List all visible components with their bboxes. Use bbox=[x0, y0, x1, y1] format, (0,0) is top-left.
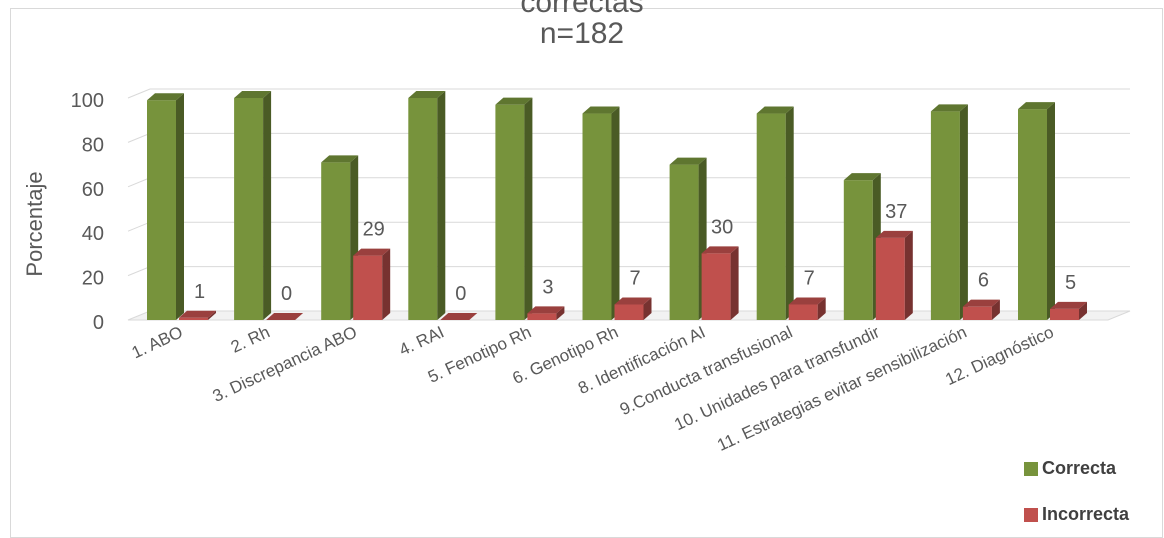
bar-correcta-front bbox=[930, 111, 960, 320]
bar-incorrecta-front bbox=[527, 313, 557, 320]
bar-correcta-top bbox=[582, 106, 620, 114]
bar-correcta-side bbox=[176, 93, 184, 320]
bar-correcta-front bbox=[669, 164, 699, 320]
x-tick-label: 1. ABO bbox=[129, 322, 186, 362]
bar-incorrecta-top bbox=[266, 313, 304, 320]
x-tick-label: 4. RAI bbox=[396, 322, 447, 359]
legend-item-correcta: Correcta bbox=[1024, 458, 1116, 479]
y-tick-label: 20 bbox=[82, 268, 104, 290]
bar-incorrecta-front bbox=[875, 237, 905, 320]
bar-correcta-top bbox=[669, 157, 707, 165]
bar-incorrecta-front bbox=[962, 306, 992, 320]
data-label-incorrecta: 5 bbox=[1065, 272, 1076, 294]
bar-correcta-top bbox=[321, 155, 359, 163]
bar-correcta-front bbox=[234, 98, 264, 320]
y-axis-label: Porcentaje bbox=[22, 171, 47, 276]
data-label-incorrecta: 30 bbox=[711, 216, 733, 238]
chart-title: correctas bbox=[520, 0, 644, 19]
bar-incorrecta-top bbox=[614, 297, 652, 305]
y-tick-label: 60 bbox=[82, 179, 104, 201]
bar-correcta-top bbox=[930, 104, 968, 112]
bar-correcta-front bbox=[495, 104, 525, 320]
data-label-incorrecta: 0 bbox=[281, 283, 292, 305]
bar-incorrecta-top bbox=[701, 246, 739, 254]
data-label-incorrecta: 7 bbox=[629, 267, 640, 289]
bar-correcta-top bbox=[756, 106, 794, 114]
bar-incorrecta-top bbox=[527, 306, 565, 314]
bar-incorrecta-side bbox=[208, 310, 216, 320]
bar-incorrecta-side bbox=[817, 297, 826, 320]
legend-item-incorrecta: Incorrecta bbox=[1024, 504, 1129, 525]
legend-label-incorrecta: Incorrecta bbox=[1042, 504, 1130, 524]
gridline bbox=[127, 221, 1130, 232]
bar-incorrecta-side bbox=[730, 246, 739, 320]
bar-correcta-side bbox=[1047, 102, 1055, 320]
bar-incorrecta-front bbox=[179, 317, 208, 320]
bar-correcta-side bbox=[263, 91, 272, 320]
data-label-incorrecta: 0 bbox=[455, 283, 466, 305]
y-tick-label: 80 bbox=[82, 134, 104, 156]
data-label-incorrecta: 29 bbox=[363, 219, 385, 241]
chart-subtitle: n=182 bbox=[539, 17, 625, 50]
bar-correcta-side bbox=[524, 97, 533, 320]
x-tick-label: 3. Discrepancia ABO bbox=[210, 322, 360, 406]
bar-correcta-front bbox=[147, 100, 176, 320]
bar-correcta-front bbox=[843, 180, 873, 320]
y-tick-label: 100 bbox=[71, 90, 104, 112]
bar-incorrecta-side bbox=[1079, 301, 1087, 320]
bar-incorrecta-top bbox=[353, 248, 391, 256]
bar-incorrecta-side bbox=[556, 306, 565, 320]
gridline bbox=[127, 132, 1130, 143]
bar-correcta-front bbox=[408, 98, 438, 320]
bar-correcta-side bbox=[959, 104, 968, 320]
bar-incorrecta-side bbox=[382, 248, 391, 320]
bar-incorrecta-front bbox=[701, 253, 731, 320]
data-label-incorrecta: 37 bbox=[885, 201, 907, 223]
y-tick-label: 40 bbox=[82, 223, 104, 245]
bar-incorrecta-front bbox=[614, 304, 644, 320]
bar-correcta-top bbox=[1018, 102, 1055, 110]
bar-correcta-top bbox=[408, 91, 446, 98]
bar-correcta-top bbox=[234, 91, 272, 98]
bar-incorrecta-top bbox=[440, 313, 478, 320]
bar-correcta-top bbox=[495, 97, 533, 105]
data-label-incorrecta: 1 bbox=[194, 281, 205, 303]
legend-swatch-correcta bbox=[1024, 461, 1038, 476]
bar-incorrecta-side bbox=[991, 299, 1000, 320]
bar-incorrecta-top bbox=[875, 230, 913, 238]
bar-correcta-front bbox=[582, 113, 612, 320]
bar-incorrecta-top bbox=[788, 297, 826, 305]
bar-incorrecta-front bbox=[788, 304, 818, 320]
bar-correcta-front bbox=[1018, 109, 1047, 320]
data-label-incorrecta: 3 bbox=[542, 276, 553, 298]
bar-incorrecta-top bbox=[1050, 301, 1087, 309]
bar-incorrecta-top bbox=[179, 310, 216, 318]
x-tick-label: 2. Rh bbox=[228, 322, 273, 356]
bar-correcta-side bbox=[611, 106, 620, 320]
bar-correcta-top bbox=[843, 173, 881, 181]
legend-label-correcta: Correcta bbox=[1042, 458, 1117, 478]
bar-correcta-top bbox=[147, 93, 184, 101]
y-tick-label: 0 bbox=[93, 312, 104, 334]
legend-swatch-incorrecta bbox=[1024, 507, 1038, 522]
bar-correcta-side bbox=[437, 91, 446, 320]
bar-correcta-side bbox=[785, 106, 794, 320]
bar-correcta-front bbox=[321, 162, 351, 320]
bar-incorrecta-front bbox=[353, 255, 383, 320]
bar-incorrecta-front bbox=[1050, 308, 1079, 320]
gridline bbox=[127, 88, 1130, 99]
bar-incorrecta-side bbox=[643, 297, 652, 320]
bar-incorrecta-top bbox=[962, 299, 1000, 307]
data-label-incorrecta: 7 bbox=[804, 267, 815, 289]
data-label-incorrecta: 6 bbox=[978, 270, 989, 292]
bar-correcta-front bbox=[756, 113, 786, 320]
bar-incorrecta-side bbox=[904, 230, 913, 320]
gridline bbox=[127, 177, 1130, 188]
